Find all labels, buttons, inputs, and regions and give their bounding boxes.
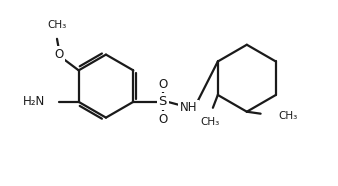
Text: NH: NH — [180, 101, 197, 114]
Text: H₂N: H₂N — [23, 95, 45, 108]
Text: CH₃: CH₃ — [47, 20, 67, 30]
Text: O: O — [158, 78, 167, 91]
Text: CH₃: CH₃ — [278, 111, 297, 121]
Text: O: O — [54, 48, 64, 61]
Text: S: S — [159, 95, 167, 108]
Text: CH₃: CH₃ — [200, 117, 220, 127]
Text: O: O — [158, 113, 167, 126]
